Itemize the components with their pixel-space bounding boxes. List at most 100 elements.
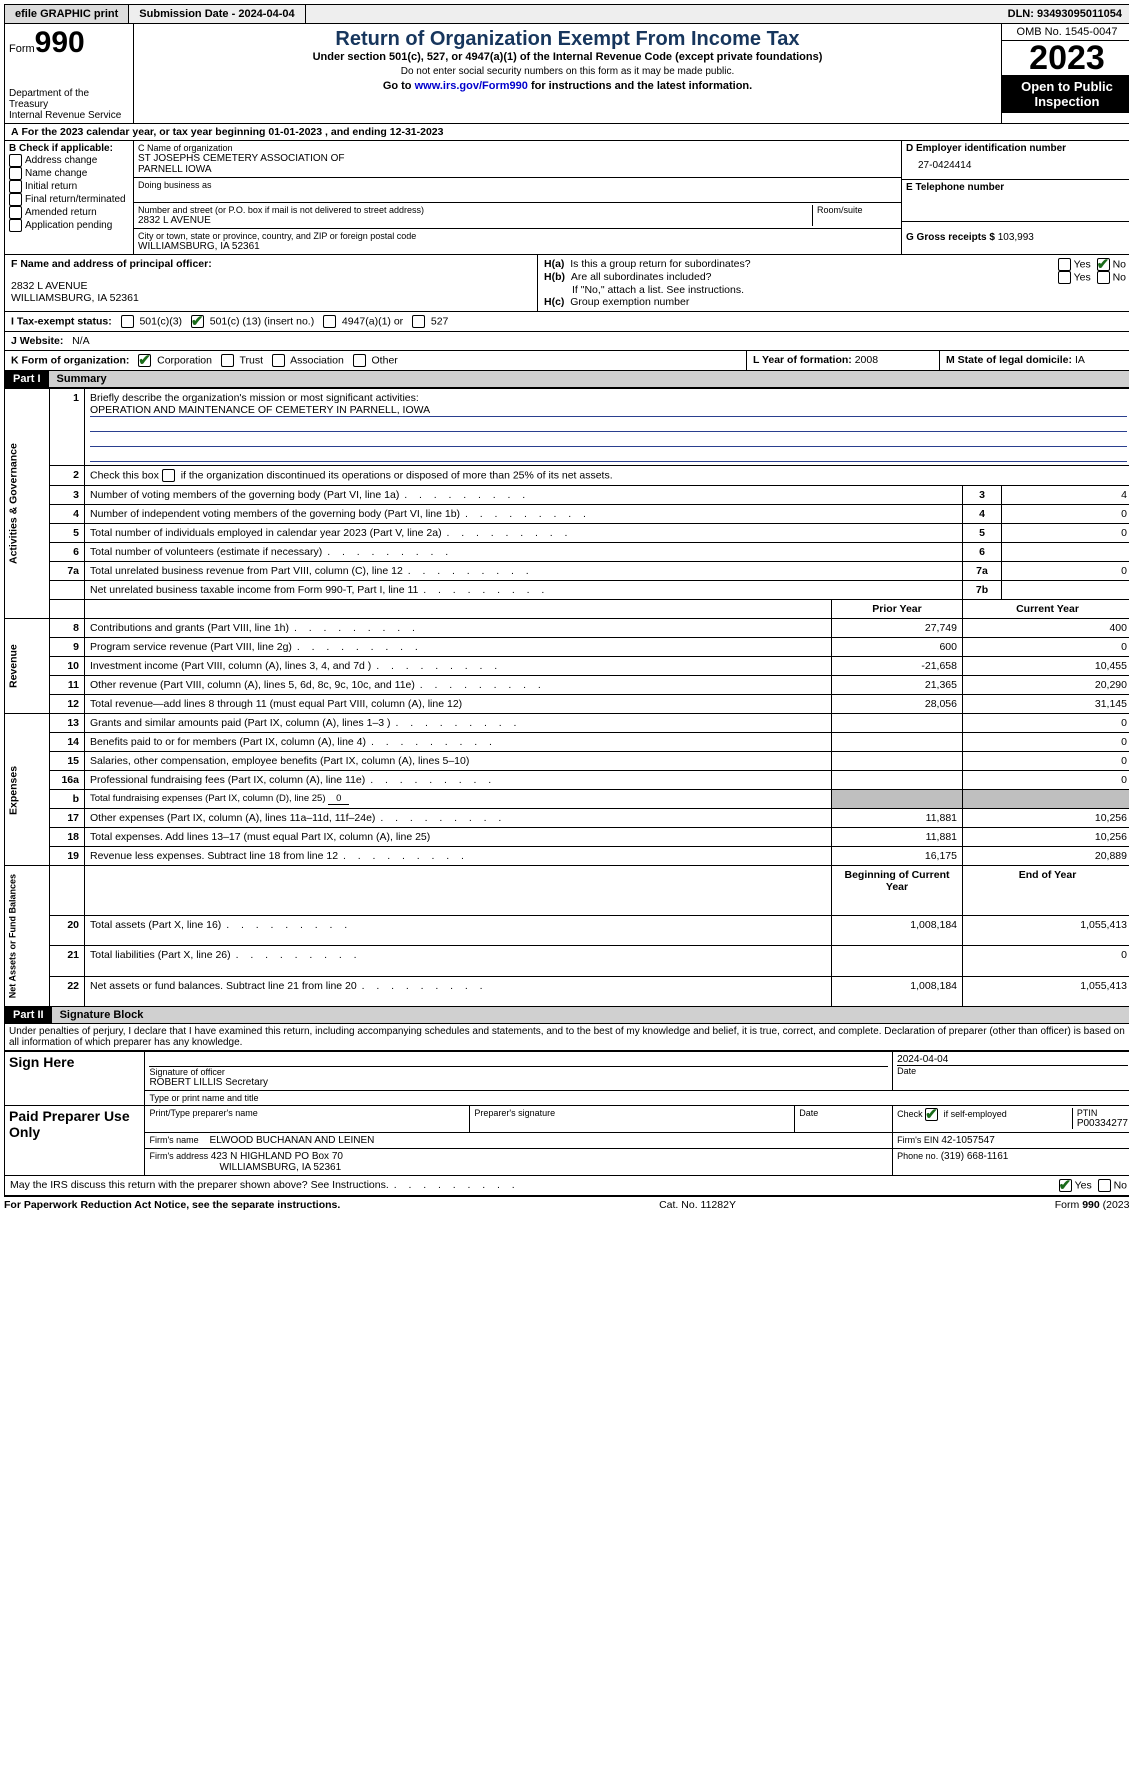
goto-label: Go to: [383, 80, 415, 92]
firm-phone-label: Phone no.: [897, 1151, 941, 1161]
chk-527[interactable]: [412, 315, 425, 328]
ha-yes-checkbox[interactable]: [1058, 258, 1071, 271]
sign-here-label: Sign Here: [5, 1052, 145, 1106]
h-c: H(c) Group exemption number: [544, 296, 1126, 308]
chk-initial-return[interactable]: Initial return: [9, 180, 129, 193]
line-7b: Net unrelated business taxable income fr…: [85, 581, 963, 600]
row-i: I Tax-exempt status: 501(c)(3) 501(c) (1…: [4, 312, 1129, 332]
label-assoc: Association: [290, 354, 344, 366]
part-2-num: Part II: [5, 1007, 52, 1023]
curr-15: 0: [963, 752, 1129, 771]
curr-20: 1,055,413: [963, 915, 1129, 945]
header-left: Form990 Department of the Treasury Inter…: [5, 24, 134, 123]
chk-other[interactable]: [353, 354, 366, 367]
ln-16a: 16a: [50, 771, 85, 790]
hdr-spacer: [85, 600, 832, 619]
line-7b-text: Net unrelated business taxable income fr…: [90, 584, 546, 596]
chk-assoc[interactable]: [272, 354, 285, 367]
line-13: Grants and similar amounts paid (Part IX…: [85, 714, 832, 733]
preparer-name-label: Print/Type preparer's name: [149, 1108, 465, 1118]
line-19-text: Revenue less expenses. Subtract line 18 …: [90, 850, 466, 862]
discuss-yes-checkbox[interactable]: [1059, 1179, 1072, 1192]
col-b: B Check if applicable: Address change Na…: [5, 141, 134, 254]
preparer-date-label: Date: [799, 1108, 888, 1118]
preparer-sig-cell: Preparer's signature: [470, 1106, 795, 1133]
hb-no-checkbox[interactable]: [1097, 271, 1110, 284]
ln-20: 20: [50, 915, 85, 945]
gross-value: 103,993: [998, 232, 1034, 243]
part-1-title: Summary: [49, 371, 115, 387]
cat-activities: Activities & Governance: [5, 389, 50, 619]
curr-13: 0: [963, 714, 1129, 733]
na-hdr-spacer: [85, 866, 832, 916]
chk-501c3[interactable]: [121, 315, 134, 328]
footer-pra: For Paperwork Reduction Act Notice, see …: [4, 1199, 340, 1211]
chk-trust[interactable]: [221, 354, 234, 367]
line-16b-val: 0: [328, 793, 349, 805]
row-j: J Website: N/A: [4, 332, 1129, 351]
efile-print-button[interactable]: efile GRAPHIC print: [5, 5, 129, 23]
ln-21: 21: [50, 946, 85, 976]
col-m: M State of legal domicile: IA: [940, 351, 1129, 370]
prior-16b: [832, 790, 963, 809]
ptin-value: P00334277: [1077, 1118, 1128, 1129]
line-17: Other expenses (Part IX, column (A), lin…: [85, 809, 832, 828]
chk-4947[interactable]: [323, 315, 336, 328]
label-501c3: 501(c)(3): [139, 315, 182, 327]
h-a: H(a) Is this a group return for subordin…: [544, 258, 1126, 271]
label-4947: 4947(a)(1) or: [342, 315, 403, 327]
firm-name-label: Firm's name: [149, 1135, 201, 1145]
curr-11: 20,290: [963, 676, 1129, 695]
goto-suffix: for instructions and the latest informat…: [528, 80, 752, 92]
box-7b: 7b: [963, 581, 1002, 600]
ln-12: 12: [50, 695, 85, 714]
line-16b: Total fundraising expenses (Part IX, col…: [85, 790, 832, 809]
year-end: 12-31-2023: [390, 126, 444, 138]
officer-date-cell: 2024-04-04 Date: [893, 1052, 1129, 1091]
prior-9: 600: [832, 638, 963, 657]
chk-amended-return[interactable]: Amended return: [9, 206, 129, 219]
ln-7b: [50, 581, 85, 600]
chk-name-change[interactable]: Name change: [9, 167, 129, 180]
entity-block: B Check if applicable: Address change Na…: [4, 141, 1129, 255]
col-k: K Form of organization: Corporation Trus…: [5, 351, 747, 370]
firm-addr-1: 423 N HIGHLAND PO Box 70: [211, 1151, 343, 1162]
label-initial-return: Initial return: [25, 181, 77, 192]
line-20: Total assets (Part X, line 16): [85, 915, 832, 945]
irs-link[interactable]: www.irs.gov/Form990: [415, 80, 528, 92]
line-16b-text: Total fundraising expenses (Part IX, col…: [90, 793, 328, 804]
firm-ein-value: 42-1057547: [941, 1135, 994, 1146]
chk-application-pending[interactable]: Application pending: [9, 219, 129, 232]
ha-no-checkbox[interactable]: [1097, 258, 1110, 271]
chk-self-employed[interactable]: [925, 1108, 938, 1121]
firm-addr-cell: Firm's address 423 N HIGHLAND PO Box 70 …: [145, 1149, 893, 1176]
footer-cat: Cat. No. 11282Y: [659, 1199, 736, 1211]
ln-1: 1: [50, 389, 85, 466]
line-12-text: Total revenue—add lines 8 through 11 (mu…: [90, 698, 462, 710]
ln-16b: b: [50, 790, 85, 809]
mission-line-4: [90, 447, 1127, 462]
chk-corp[interactable]: [138, 354, 151, 367]
line-15: Salaries, other compensation, employee b…: [85, 752, 832, 771]
prior-19: 16,175: [832, 847, 963, 866]
chk-discontinued[interactable]: [162, 469, 175, 482]
hb-no-label: No: [1113, 271, 1126, 283]
line-3-text: Number of voting members of the governin…: [90, 489, 527, 501]
label-501c-a: 501(c) (: [210, 315, 246, 327]
prior-8: 27,749: [832, 619, 963, 638]
h-b: H(b) Are all subordinates included? Yes …: [544, 271, 1126, 284]
prior-16a: [832, 771, 963, 790]
line-6: Total number of volunteers (estimate if …: [85, 543, 963, 562]
dba-label: Doing business as: [138, 180, 897, 190]
chk-501c[interactable]: [191, 315, 204, 328]
prior-14: [832, 733, 963, 752]
ln-hdr: [50, 600, 85, 619]
ln-17: 17: [50, 809, 85, 828]
discuss-no-checkbox[interactable]: [1098, 1179, 1111, 1192]
chk-final-return[interactable]: Final return/terminated: [9, 193, 129, 206]
j-label: J Website:: [11, 335, 66, 347]
line-15-text: Salaries, other compensation, employee b…: [90, 755, 469, 767]
perjury-declaration: Under penalties of perjury, I declare th…: [4, 1024, 1129, 1051]
hb-yes-checkbox[interactable]: [1058, 271, 1071, 284]
chk-address-change[interactable]: Address change: [9, 154, 129, 167]
